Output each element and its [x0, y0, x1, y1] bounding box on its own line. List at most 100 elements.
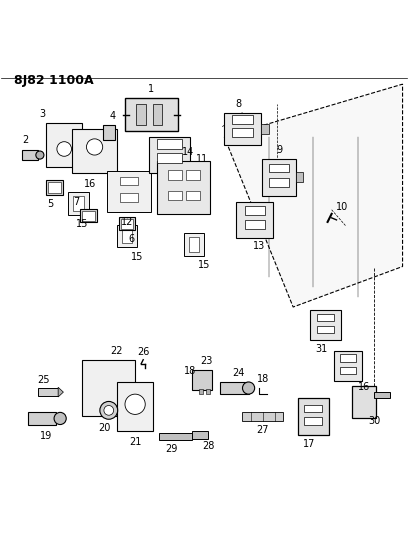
Bar [269, 164, 289, 173]
Bar [220, 382, 248, 394]
Bar [48, 182, 60, 193]
Text: 10: 10 [336, 202, 348, 212]
Bar [46, 123, 82, 167]
Bar [28, 413, 56, 425]
Text: 9: 9 [276, 145, 282, 155]
Bar [310, 310, 341, 341]
Bar [103, 125, 115, 140]
Bar [352, 386, 376, 418]
Bar [262, 159, 296, 196]
Text: 21: 21 [129, 437, 141, 447]
Polygon shape [58, 387, 63, 397]
Bar [121, 219, 133, 229]
Bar [72, 129, 117, 173]
Text: 25: 25 [38, 375, 50, 385]
Text: 15: 15 [131, 252, 143, 262]
Bar [233, 115, 253, 124]
Bar [236, 201, 273, 238]
Bar [317, 326, 335, 333]
Text: 16: 16 [84, 179, 97, 189]
Text: 4: 4 [110, 111, 116, 122]
Bar [82, 360, 135, 416]
Text: 22: 22 [111, 345, 123, 356]
Circle shape [36, 151, 44, 159]
Text: 29: 29 [165, 444, 178, 454]
Bar [125, 98, 177, 131]
Bar [68, 192, 89, 215]
Circle shape [54, 413, 66, 425]
Text: 18: 18 [257, 374, 269, 384]
Text: 13: 13 [253, 241, 265, 252]
Circle shape [100, 401, 118, 419]
Bar [186, 171, 200, 180]
Bar [304, 417, 322, 425]
Bar [317, 314, 335, 321]
Text: 2: 2 [22, 135, 29, 145]
Bar [119, 217, 135, 230]
Text: 6: 6 [128, 234, 134, 244]
Bar [157, 161, 210, 214]
Bar [244, 220, 265, 229]
Bar [340, 367, 356, 374]
Bar [244, 206, 265, 215]
Bar [261, 124, 269, 134]
Text: 5: 5 [47, 199, 53, 209]
Text: 8J82 1100A: 8J82 1100A [13, 74, 93, 87]
Text: 8: 8 [235, 99, 242, 109]
Bar [46, 180, 62, 195]
Bar [188, 237, 199, 252]
Bar [199, 389, 203, 394]
Bar [192, 431, 208, 439]
Circle shape [86, 139, 103, 155]
Text: 23: 23 [200, 356, 212, 366]
Text: 31: 31 [315, 344, 328, 354]
Bar [120, 176, 138, 185]
Bar [304, 405, 322, 413]
Bar [168, 171, 182, 180]
Bar [186, 191, 200, 200]
Bar [160, 433, 192, 440]
Bar [122, 229, 132, 244]
Bar [38, 388, 58, 396]
Bar [296, 173, 304, 182]
Text: 15: 15 [198, 260, 210, 270]
Text: 30: 30 [368, 416, 380, 426]
Bar [233, 128, 253, 137]
Text: 11: 11 [196, 154, 208, 164]
Bar [153, 104, 162, 125]
Text: 26: 26 [137, 347, 149, 357]
Text: 16: 16 [358, 382, 370, 392]
Bar [136, 104, 146, 125]
Bar [269, 178, 289, 187]
Bar [149, 137, 190, 173]
Bar [374, 392, 390, 398]
Text: 19: 19 [40, 431, 52, 441]
Bar [117, 382, 153, 431]
Bar [107, 171, 151, 212]
Bar [340, 354, 356, 362]
Circle shape [242, 382, 255, 394]
Text: 1: 1 [148, 84, 154, 94]
Text: 28: 28 [202, 441, 214, 451]
Bar [168, 191, 182, 200]
Text: 14: 14 [182, 147, 194, 157]
Circle shape [104, 406, 114, 415]
Bar [192, 370, 212, 390]
Bar [157, 153, 182, 163]
Bar [120, 193, 138, 201]
Text: 27: 27 [257, 425, 269, 434]
Text: 15: 15 [76, 219, 89, 229]
Text: 12: 12 [121, 216, 133, 227]
Bar [117, 225, 137, 247]
Bar [206, 389, 210, 394]
Bar [82, 211, 95, 221]
Text: 20: 20 [99, 423, 111, 433]
Text: 24: 24 [232, 368, 245, 378]
Circle shape [125, 394, 145, 414]
Bar [22, 150, 38, 160]
Text: 17: 17 [303, 439, 315, 449]
Text: 3: 3 [39, 109, 45, 119]
Bar [224, 112, 261, 145]
Bar [157, 139, 182, 149]
Circle shape [57, 142, 71, 156]
